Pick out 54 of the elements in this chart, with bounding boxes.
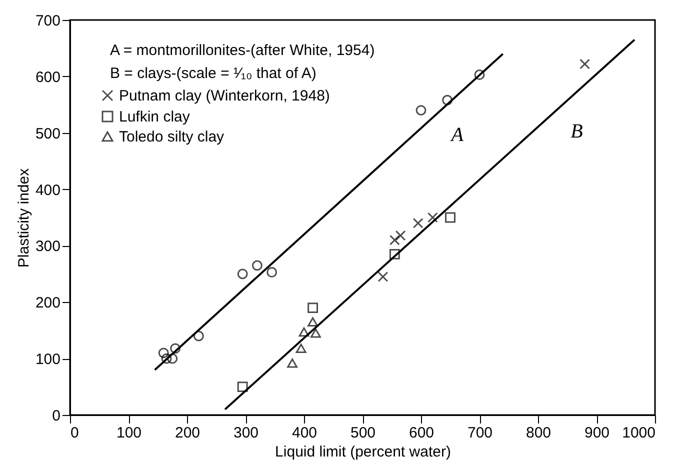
series-label: B [570,120,583,143]
annotation: B = clays-(scale = ¹⁄₁₀ that of A) [110,65,316,82]
point [161,353,172,364]
y-tick-label: 400 [35,182,60,199]
x-tick-label: 600 [408,424,434,442]
point [237,382,248,392]
y-tick-label: 0 [52,408,60,424]
x-tick-label: 1000 [622,424,656,442]
point [308,302,318,314]
legend-label: Lufkin clay [119,108,190,126]
point [158,348,169,358]
y-tick-label: 200 [35,294,60,312]
x-tick-label: 500 [350,424,376,442]
point [167,353,178,364]
x-axis-title: Liquid limit (percent water) [275,444,451,460]
point [266,267,278,278]
y-tick-label: 700 [35,12,60,30]
point [389,248,400,260]
x-tick-label: 0 [70,424,79,442]
point [193,330,204,342]
y-tick-label: 600 [35,68,60,86]
x-tick-label: 800 [526,424,552,442]
point [474,70,485,80]
x-tick-label: 300 [233,424,259,442]
point [308,317,318,327]
point [412,218,424,228]
y-tick-label: 300 [35,238,60,256]
point [416,105,426,116]
legend-label: Toledo silty clay [119,128,225,146]
x-tick-label: 900 [584,424,610,442]
point [580,58,590,70]
point [427,212,438,223]
point [310,328,321,338]
point [378,272,388,282]
point [252,260,262,271]
series-label: A [449,124,464,146]
point [445,212,456,223]
point [389,234,400,246]
x-tick-label: 200 [174,424,200,442]
x-tick-label: 700 [467,424,493,442]
point [442,94,453,106]
y-tick-label: 100 [35,351,60,368]
y-tick-label: 500 [35,125,60,142]
point [170,343,181,354]
point [287,358,298,368]
x-tick-label: 100 [116,424,142,442]
annotation: A = montmorillonites-(after White, 1954) [110,42,375,59]
point [237,268,248,280]
legend-label: Putnam clay (Winterkorn, 1948) [119,88,330,104]
x-tick-label: 400 [292,424,318,442]
point [296,344,306,354]
point [298,327,310,337]
point [395,230,406,241]
y-axis-title: Plasticity index [15,168,32,268]
